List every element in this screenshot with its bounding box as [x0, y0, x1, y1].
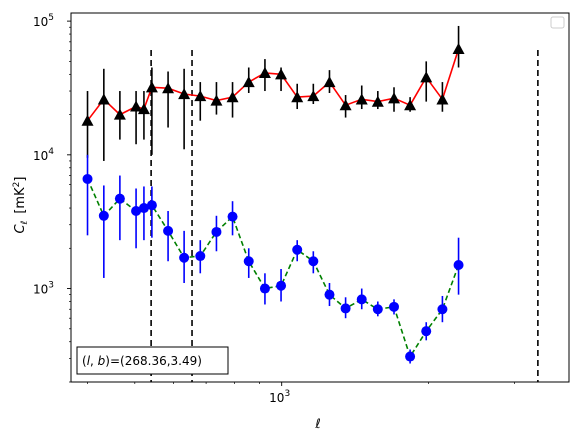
data-point-triangle	[436, 93, 449, 105]
y-tick-label: 104	[33, 147, 54, 163]
plot-area	[71, 13, 569, 382]
data-point-triangle	[178, 88, 191, 100]
data-point-circle	[276, 280, 287, 291]
data-point-circle	[421, 326, 432, 337]
data-point-triangle	[404, 99, 417, 111]
series-2	[82, 154, 464, 364]
axis-ticks	[67, 20, 515, 386]
data-point-circle	[292, 244, 303, 255]
data-point-triangle	[113, 108, 126, 120]
data-point-circle	[259, 283, 270, 294]
data-point-circle	[195, 251, 206, 262]
data-point-circle	[453, 259, 464, 270]
x-tick-labels: 103	[269, 389, 290, 405]
data-point-circle	[372, 304, 383, 315]
data-point-circle	[324, 289, 335, 300]
data-point-triangle	[226, 91, 239, 103]
data-point-triangle	[81, 114, 94, 126]
data-point-triangle	[323, 76, 336, 88]
data-point-circle	[114, 193, 125, 204]
data-point-circle	[98, 210, 109, 221]
data-point-triangle	[194, 90, 207, 102]
data-point-triangle	[339, 99, 352, 111]
data-point-circle	[82, 173, 93, 184]
data-point-triangle	[210, 94, 223, 106]
annotation-box: (l, b)=(268.36,3.49)	[76, 346, 229, 375]
data-point-circle	[138, 203, 149, 214]
data-point-circle	[308, 256, 319, 267]
data-point-circle	[211, 226, 222, 237]
x-tick-label: 103	[269, 389, 290, 405]
data-point-triangle	[258, 66, 271, 78]
empty-legend-box	[550, 16, 565, 29]
data-point-triangle	[275, 68, 288, 80]
data-point-triangle	[137, 103, 150, 115]
data-point-triangle	[388, 92, 401, 104]
y-tick-labels: 103 104 105	[33, 13, 54, 296]
y-tick-label: 103	[33, 281, 54, 297]
data-point-circle	[146, 200, 157, 211]
data-point-circle	[163, 225, 174, 236]
data-point-circle	[340, 303, 351, 314]
data-point-triangle	[162, 82, 175, 94]
data-point-triangle	[145, 81, 158, 93]
axes-frame	[70, 12, 570, 383]
data-point-circle	[227, 211, 238, 222]
y-axis-label: Cℓ[mK2]	[12, 177, 30, 234]
data-point-circle	[179, 252, 190, 263]
data-point-circle	[243, 256, 254, 267]
data-point-circle	[389, 301, 400, 312]
data-point-triangle	[355, 93, 368, 105]
data-point-triangle	[371, 95, 384, 107]
y-tick-label: 105	[33, 13, 54, 29]
series-1	[81, 25, 465, 161]
data-point-circle	[356, 294, 367, 305]
data-point-triangle	[307, 90, 320, 102]
data-point-circle	[131, 206, 142, 217]
data-point-triangle	[130, 100, 143, 112]
data-point-triangle	[242, 76, 255, 88]
x-axis-label: ℓ	[314, 417, 320, 432]
data-point-triangle	[420, 71, 433, 83]
data-point-triangle	[97, 93, 110, 105]
annotation-text: (l, b)=(268.36,3.49)	[82, 354, 202, 368]
data-point-triangle	[452, 42, 465, 54]
data-point-triangle	[291, 91, 304, 103]
series-layer	[81, 25, 465, 364]
data-point-circle	[437, 304, 448, 315]
data-point-circle	[405, 351, 416, 362]
